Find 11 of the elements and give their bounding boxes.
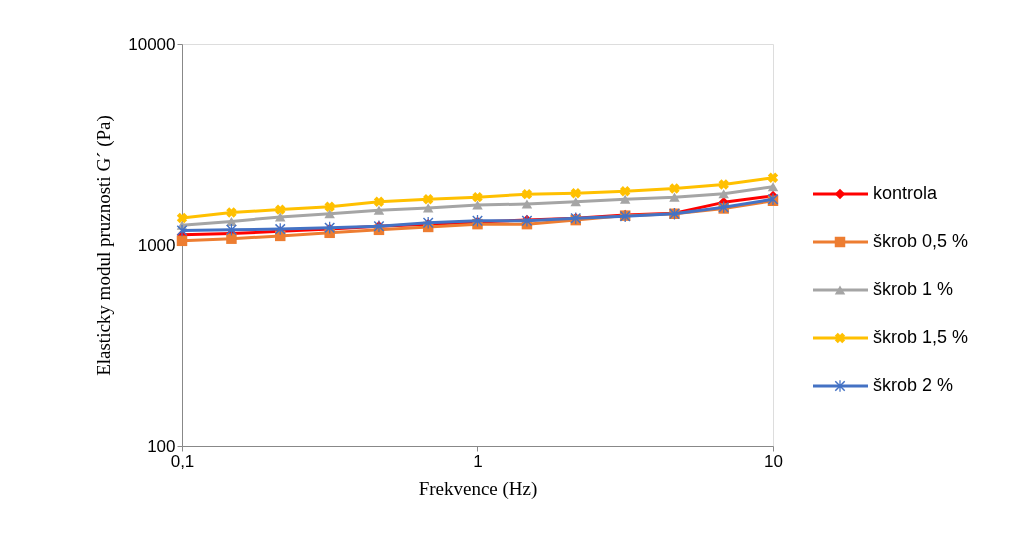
y-tick-label: 1000 xyxy=(137,235,176,255)
legend-label: škrob 1 % xyxy=(873,279,954,299)
legend-label: škrob 0,5 % xyxy=(873,231,969,251)
legend-label: kontrola xyxy=(873,183,939,203)
x-tick-label: 10 xyxy=(764,451,783,471)
y-tick-label: 10000 xyxy=(128,34,176,54)
x-axis-title: Frekvence (Hz) xyxy=(418,477,538,500)
x-tick-label: 1 xyxy=(473,451,483,471)
legend-label: škrob 2 % xyxy=(873,375,954,395)
legend-label: škrob 1,5 % xyxy=(873,327,969,347)
y-axis-title: Elasticky modul pruznosti G´ (Pa) xyxy=(93,115,116,376)
